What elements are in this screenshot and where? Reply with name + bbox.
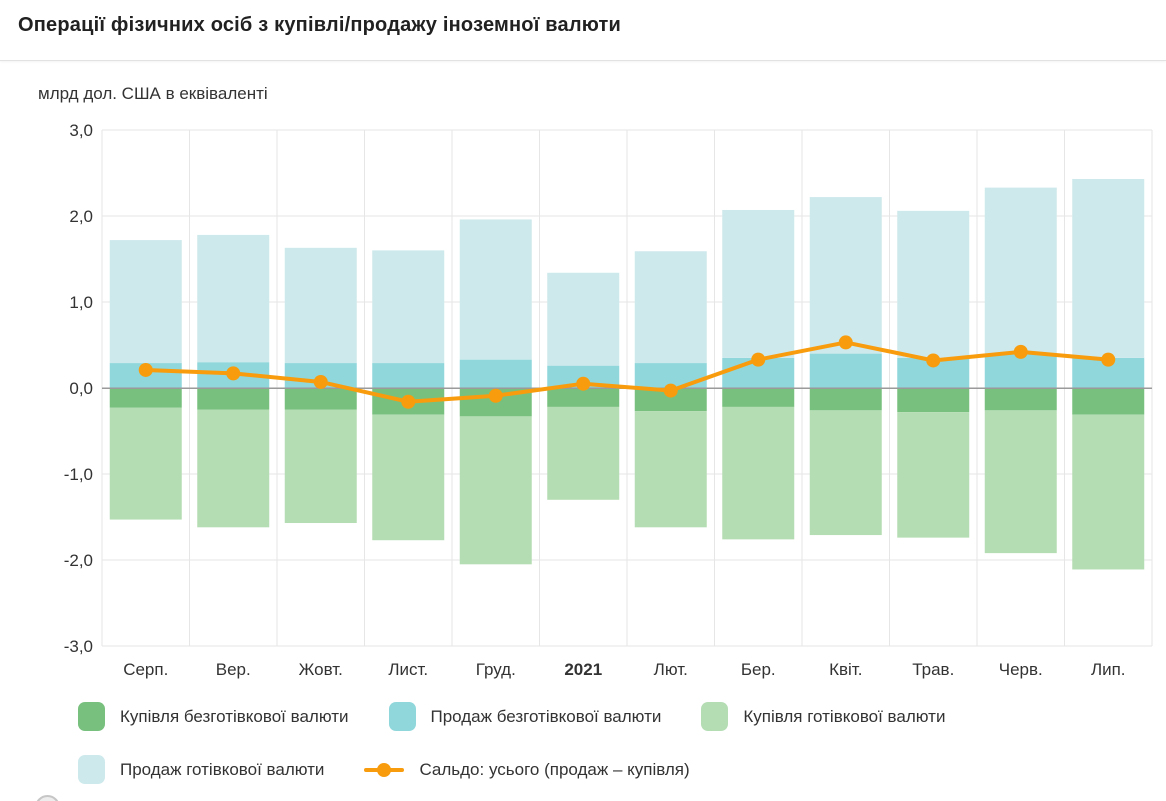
y-axis-tick-label: 2,0 <box>69 207 93 226</box>
bar-segment-sale-cash[interactable] <box>547 272 620 366</box>
legend-item-sale-noncash[interactable]: Продаж безготівкової валюти <box>388 702 662 731</box>
bar-segment-sale-cash[interactable] <box>459 219 532 360</box>
saldo-point[interactable] <box>401 394 416 409</box>
bar-segment-buy-cash[interactable] <box>897 412 970 538</box>
bar-segment-buy-cash[interactable] <box>197 409 270 528</box>
y-axis-tick-label: 1,0 <box>69 293 93 312</box>
legend-label-buy-cash: Купівля готівкової валюти <box>743 706 946 726</box>
x-axis-label: Лют. <box>654 660 688 679</box>
bar-segment-buy-cash[interactable] <box>809 410 882 536</box>
bar-segment-sale-cash[interactable] <box>984 187 1057 354</box>
x-axis-label: Вер. <box>216 660 251 679</box>
bar-segment-buy-noncash[interactable] <box>109 388 182 408</box>
bar-segment-buy-cash[interactable] <box>722 406 795 540</box>
bar-segment-sale-cash[interactable] <box>109 240 182 364</box>
x-axis-label: Жовт. <box>299 660 343 679</box>
bar-segment-buy-noncash[interactable] <box>1072 388 1145 415</box>
bar-segment-buy-cash[interactable] <box>984 410 1057 554</box>
saldo-point[interactable] <box>663 383 678 398</box>
legend-line-dot <box>377 762 392 777</box>
saldo-point[interactable] <box>576 376 591 391</box>
y-axis-tick-label: -3,0 <box>64 637 93 656</box>
bar-segment-buy-cash[interactable] <box>547 406 620 500</box>
y-axis-tick-label: 0,0 <box>69 379 93 398</box>
bar-segment-buy-cash[interactable] <box>634 411 707 528</box>
x-axis-label: Черв. <box>999 660 1043 679</box>
y-axis-tick-label: -2,0 <box>64 551 93 570</box>
saldo-point[interactable] <box>926 353 941 368</box>
bar-segment-buy-noncash[interactable] <box>722 388 795 407</box>
legend-swatch-sale-noncash <box>388 702 416 731</box>
y-axis-tick-label: -1,0 <box>64 465 93 484</box>
bar-segment-sale-cash[interactable] <box>897 210 970 358</box>
saldo-point[interactable] <box>1013 344 1028 359</box>
x-axis-label: Квіт. <box>829 660 862 679</box>
saldo-point[interactable] <box>1101 352 1116 367</box>
saldo-point[interactable] <box>226 366 241 381</box>
saldo-line <box>143 340 1111 404</box>
bar-segment-buy-noncash[interactable] <box>984 388 1057 411</box>
bar-segment-sale-cash[interactable] <box>634 251 707 364</box>
bar-segment-sale-noncash[interactable] <box>459 359 532 388</box>
saldo-point[interactable] <box>838 335 853 350</box>
bar-segment-sale-noncash[interactable] <box>372 363 445 388</box>
bar-segment-sale-cash[interactable] <box>284 247 357 364</box>
saldo-point[interactable] <box>313 374 328 389</box>
chart-svg: 3,0 2,0 1,0 0,0 -1,0 -2,0 -3,0 Серп. Вер. Жовт. Ли… <box>64 121 1153 679</box>
x-axis-label: Трав. <box>912 660 954 679</box>
legend-label-saldo: Сальдо: усього (продаж – купівля) <box>419 759 690 779</box>
x-axis-label: Лист. <box>388 660 428 679</box>
legend-swatch-buy-cash <box>701 702 729 731</box>
corner-arc-decoration <box>35 795 60 801</box>
saldo-point[interactable] <box>751 352 766 367</box>
bar-segment-sale-cash[interactable] <box>197 234 270 363</box>
bar-segment-buy-cash[interactable] <box>109 407 182 520</box>
bar-segment-buy-noncash[interactable] <box>197 388 270 410</box>
bar-segment-buy-cash[interactable] <box>284 409 357 524</box>
chart-title: Операції фізичних осіб з купівлі/продажу… <box>18 14 622 36</box>
bar-segment-sale-cash[interactable] <box>722 209 795 358</box>
bar-segment-buy-cash[interactable] <box>372 414 445 541</box>
bar-segment-buy-noncash[interactable] <box>809 388 882 411</box>
bar-segment-sale-noncash[interactable] <box>809 353 882 388</box>
saldo-point[interactable] <box>488 388 503 403</box>
bar-segment-sale-cash[interactable] <box>809 197 882 354</box>
x-axis-label: 2021 <box>564 660 602 679</box>
legend-item-buy-noncash[interactable]: Купівля безготівкової валюти <box>78 702 349 731</box>
chart-header: Операції фізичних осіб з купівлі/продажу… <box>0 0 1166 61</box>
legend-swatch-sale-cash <box>78 755 105 784</box>
bar-segment-sale-cash[interactable] <box>1072 179 1145 358</box>
y-axis-tick-label: 3,0 <box>69 121 93 140</box>
x-axis-label: Лип. <box>1091 660 1126 679</box>
legend-label-buy-noncash: Купівля безготівкової валюти <box>120 706 349 726</box>
bar-segment-buy-noncash[interactable] <box>897 388 970 413</box>
bar-segment-sale-noncash[interactable] <box>984 353 1057 388</box>
saldo-point[interactable] <box>138 362 153 377</box>
legend-line-marker-icon <box>364 762 405 778</box>
legend-label-sale-cash: Продаж готівкової валюти <box>120 759 325 779</box>
bar-segment-buy-noncash[interactable] <box>634 388 707 412</box>
x-axis-label: Груд. <box>476 660 516 679</box>
x-axis-label: Серп. <box>123 660 168 679</box>
legend-item-sale-cash[interactable]: Продаж готівкової валюти <box>78 755 324 784</box>
x-axis-label: Бер. <box>741 660 776 679</box>
bar-segment-buy-noncash[interactable] <box>284 388 357 410</box>
legend-label-sale-noncash: Продаж безготівкової валюти <box>430 706 662 726</box>
axis-units-label: млрд дол. США в еквіваленті <box>38 84 268 103</box>
bar-segment-buy-noncash[interactable] <box>547 388 620 407</box>
legend-swatch-buy-noncash <box>78 702 105 731</box>
legend-item-saldo[interactable]: Сальдо: усього (продаж – купівля) <box>364 759 690 780</box>
bar-segment-buy-cash[interactable] <box>459 416 532 565</box>
legend-row-1: Купівля безготівкової валюти Продаж безго… <box>78 702 945 731</box>
bar-segment-sale-cash[interactable] <box>372 250 445 364</box>
bar-segment-buy-cash[interactable] <box>1072 414 1145 570</box>
legend-row-2: Продаж готівкової валюти Сальдо: усього (… <box>78 755 690 784</box>
legend-item-buy-cash[interactable]: Купівля готівкової валюти <box>701 702 945 731</box>
